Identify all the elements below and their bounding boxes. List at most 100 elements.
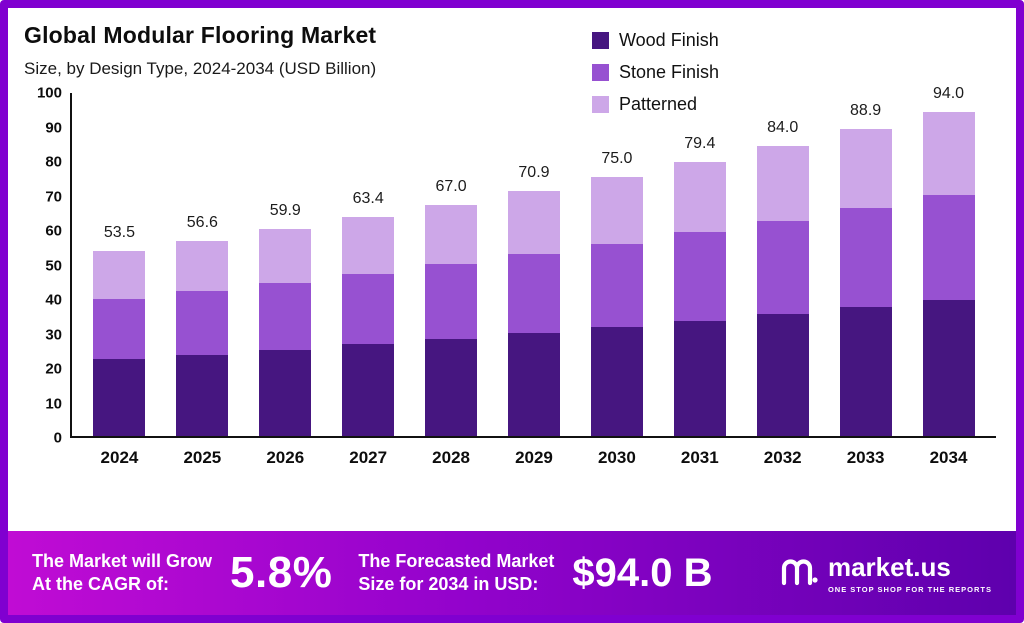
bar-segment-wood-finish <box>507 333 560 436</box>
bar-segment-patterned <box>922 111 975 196</box>
bar-group: 75.0 <box>590 93 643 436</box>
bar-segment-stone-finish <box>425 263 478 340</box>
x-axis-label: 2028 <box>432 448 470 467</box>
bar-stack <box>176 240 229 436</box>
brand-lockup: market.us One Stop Shop For The Reports <box>779 552 992 594</box>
bar-segment-patterned <box>259 229 312 283</box>
forecast-label: The Forecasted Market Size for 2034 in U… <box>358 550 554 597</box>
marketus-logo-icon <box>779 553 819 594</box>
bar-segment-wood-finish <box>425 339 478 436</box>
legend-swatch-icon <box>592 32 609 49</box>
chart-panel: Global Modular Flooring Market Size, by … <box>8 8 1016 531</box>
y-tick-label: 10 <box>45 395 62 412</box>
bar-segment-patterned <box>425 204 478 264</box>
bar-group: 63.4 <box>342 93 395 436</box>
bar-group: 88.9 <box>839 93 892 436</box>
legend-item: Stone Finish <box>592 62 719 83</box>
footer-banner: The Market will Grow At the CAGR of: 5.8… <box>8 531 1016 615</box>
cagr-value: 5.8% <box>230 548 333 597</box>
y-tick-label: 60 <box>45 222 62 240</box>
x-axis: 2024 2025 2026 2027 2028 2029 2030 2031 2032 2033… <box>72 448 996 468</box>
legend-label: Stone Finish <box>619 62 720 82</box>
bar-stack <box>590 177 643 436</box>
legend-swatch-icon <box>592 96 609 113</box>
y-axis: 0 10 20 30 40 50 60 70 80 90 100 <box>24 85 70 447</box>
bar-stack <box>93 251 146 436</box>
bar-total-label: 88.9 <box>850 102 882 120</box>
bar-segment-stone-finish <box>342 273 395 345</box>
bar-segment-wood-finish <box>590 327 643 436</box>
legend-item: Patterned <box>592 94 719 115</box>
y-tick-label: 100 <box>36 84 62 102</box>
bar-segment-patterned <box>756 146 809 221</box>
bar-total-label: 79.4 <box>684 135 716 153</box>
bar-segment-stone-finish <box>259 282 312 351</box>
legend: Wood Finish Stone Finish Patterned <box>592 30 719 115</box>
forecast-value: $94.0 B <box>572 550 713 595</box>
brand-name: market.us <box>827 552 951 582</box>
bars: 53.5 56.6 59.9 63.4 67.0 70.9 75.0 79.4 84.0 88.9… <box>70 85 996 438</box>
bar-segment-wood-finish <box>176 354 229 436</box>
cagr-label-line2: At the CAGR of: <box>32 574 169 594</box>
x-axis-label: 2024 <box>100 448 139 467</box>
bar-stack <box>922 111 975 436</box>
bar-segment-patterned <box>590 177 643 244</box>
bar-stack <box>425 204 478 436</box>
bar-segment-wood-finish <box>922 299 975 436</box>
bar-total-label: 75.0 <box>601 150 633 168</box>
bar-segment-patterned <box>176 240 229 292</box>
bar-segment-wood-finish <box>342 344 395 436</box>
bar-total-label: 56.6 <box>186 213 218 231</box>
bar-segment-stone-finish <box>590 243 643 328</box>
bar-group: 67.0 <box>425 93 478 436</box>
bar-segment-patterned <box>839 129 892 209</box>
bar-segment-stone-finish <box>93 299 146 360</box>
x-axis-label: 2032 <box>763 448 802 467</box>
bar-segment-wood-finish <box>93 359 146 436</box>
y-tick-label: 50 <box>45 257 62 274</box>
page-subtitle: Size, by Design Type, 2024-2034 (USD Bil… <box>24 59 377 78</box>
bar-group: 79.4 <box>673 93 726 436</box>
brand-tagline: One Stop Shop For The Reports <box>827 585 992 594</box>
bar-group: 56.6 <box>176 93 229 436</box>
bar-group: 59.9 <box>259 93 312 436</box>
bar-total-label: 63.4 <box>352 190 384 208</box>
bar-segment-stone-finish <box>176 291 229 355</box>
bar-total-label: 53.5 <box>103 224 136 242</box>
chart-area: 0 10 20 30 40 50 60 70 80 90 100 53.5 56.6 59.9 63.4 6… <box>24 85 996 447</box>
forecast-label-line2: Size for 2034 in USD: <box>358 574 539 594</box>
bar-segment-stone-finish <box>507 253 560 334</box>
y-tick-label: 80 <box>45 153 62 171</box>
x-axis-label: 2025 <box>183 448 222 467</box>
bar-total-label: 94.0 <box>932 84 965 102</box>
x-axis-label: 2031 <box>680 448 719 467</box>
bar-group: 94.0 <box>922 85 975 436</box>
y-tick-label: 20 <box>45 360 62 378</box>
bar-stack <box>673 162 726 436</box>
y-tick-label: 30 <box>45 326 62 343</box>
bar-total-label: 67.0 <box>435 177 467 195</box>
legend-swatch-icon <box>592 64 609 81</box>
bar-segment-patterned <box>507 191 560 254</box>
bar-segment-wood-finish <box>673 321 726 436</box>
cagr-label-line1: The Market will Grow <box>32 550 213 571</box>
bar-total-label: 59.9 <box>269 202 301 220</box>
legend-item: Wood Finish <box>592 30 719 51</box>
bar-stack <box>342 217 395 436</box>
cagr-label: The Market will Grow At the CAGR of: <box>32 550 212 597</box>
bar-segment-stone-finish <box>922 195 975 300</box>
forecast-label-line1: The Forecasted Market <box>358 550 555 571</box>
bar-stack <box>756 146 809 436</box>
bar-total-label: 70.9 <box>518 164 550 182</box>
bar-group: 70.9 <box>507 93 560 436</box>
bar-segment-patterned <box>342 217 395 274</box>
legend-label: Wood Finish <box>619 30 719 50</box>
bar-total-label: 84.0 <box>767 119 799 137</box>
legend-label: Patterned <box>619 94 698 114</box>
page-title: Global Modular Flooring Market <box>24 22 377 48</box>
bar-segment-stone-finish <box>839 208 892 308</box>
bar-segment-wood-finish <box>756 314 809 436</box>
y-tick-label: 70 <box>45 188 62 205</box>
bar-stack <box>259 229 312 436</box>
